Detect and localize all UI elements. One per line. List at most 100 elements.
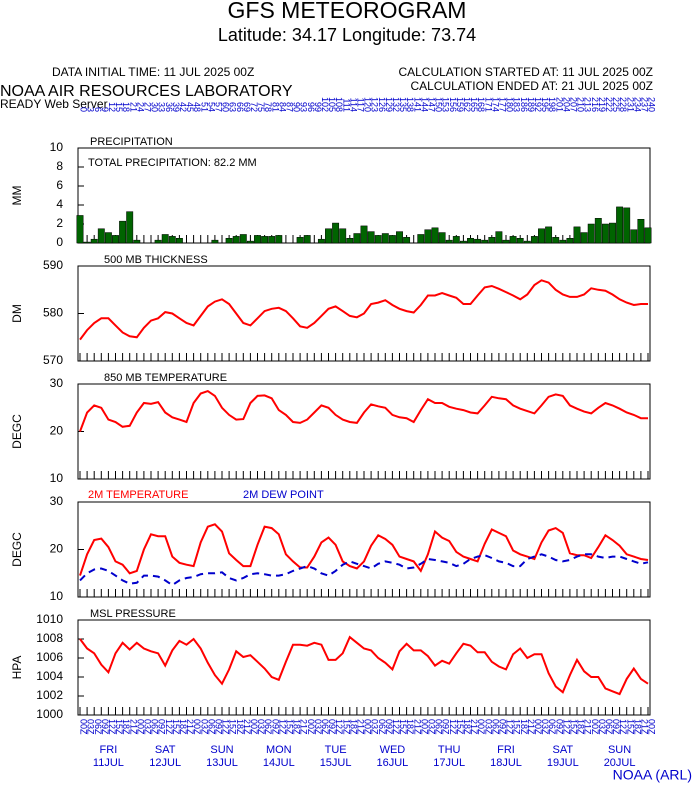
time-label: 12Z <box>334 719 344 735</box>
time-label: 18Z <box>632 719 642 735</box>
hour-label: 222 <box>604 97 614 112</box>
hour-label: 18 <box>121 102 131 112</box>
bar <box>438 232 446 244</box>
time-label: 00Z <box>79 719 89 735</box>
time-label: 15Z <box>285 719 295 735</box>
hour-label: 237 <box>640 97 650 112</box>
bar <box>339 228 347 244</box>
bar <box>459 240 467 244</box>
legend-entry: 2M TEMPERATURE <box>88 489 188 501</box>
y-tick-label: 20 <box>50 424 64 438</box>
time-label: 21Z <box>640 719 650 735</box>
time-label: 12Z <box>618 719 628 735</box>
y-tick-label: 8 <box>56 159 63 173</box>
y-axis-label: DM <box>10 304 24 323</box>
hour-label: 63 <box>228 102 238 112</box>
y-tick-label: 1000 <box>36 707 63 721</box>
hour-label: 189 <box>526 97 536 112</box>
bar <box>552 237 560 244</box>
hour-label: 87 <box>285 102 295 112</box>
hour-label: 216 <box>590 97 600 112</box>
title: GFS METEOROGRAM <box>228 0 467 23</box>
time-label: 06Z <box>377 719 387 735</box>
time-label: 12Z <box>277 719 287 735</box>
ended: CALCULATION ENDED AT: 21 JUL 2025 00Z <box>410 79 653 93</box>
bar <box>246 240 254 244</box>
hour-label: 51 <box>199 102 209 112</box>
hour-label: 180 <box>505 97 515 112</box>
day-date: 17JUL <box>433 757 465 769</box>
time-label: 09Z <box>384 719 394 735</box>
bar <box>424 229 432 244</box>
line <box>79 279 648 341</box>
time-label: 06Z <box>434 719 444 735</box>
time-label: 00Z <box>476 719 486 735</box>
time-label: 18Z <box>121 719 131 735</box>
bar <box>374 235 382 244</box>
time-label: 12Z <box>391 719 401 735</box>
bar <box>126 211 134 244</box>
bar <box>467 238 474 244</box>
time-label: 12Z <box>221 719 231 735</box>
y-axis-label: MM <box>10 186 24 206</box>
bar <box>388 235 396 244</box>
time-label: 00Z <box>419 719 429 735</box>
day-name: FRI <box>497 744 515 756</box>
time-label: 09Z <box>157 719 167 735</box>
bar <box>502 239 510 244</box>
time-label: 06Z <box>547 719 557 735</box>
time-label: 00Z <box>590 719 600 735</box>
y-tick-label: 30 <box>50 376 64 390</box>
time-label: 03Z <box>256 719 266 735</box>
bar <box>559 239 567 244</box>
bar <box>367 231 375 244</box>
bar <box>530 236 538 244</box>
day-date: 20JUL <box>604 757 636 769</box>
hour-label: 234 <box>632 97 642 112</box>
bar <box>580 232 588 244</box>
day-name: THU <box>438 744 461 756</box>
time-label: 18Z <box>235 719 245 735</box>
day-name: MON <box>266 744 292 756</box>
y-tick-label: 10 <box>50 471 64 485</box>
day-date: 19JUL <box>547 757 579 769</box>
y-tick-label: 1004 <box>36 669 63 683</box>
time-label: 21Z <box>469 719 479 735</box>
time-label: 12Z <box>107 719 117 735</box>
bar <box>573 226 581 244</box>
hour-label: 165 <box>469 97 479 112</box>
bar <box>303 235 311 244</box>
hour-label: 72 <box>249 102 259 112</box>
time-label: 15Z <box>455 719 465 735</box>
time-label: 15Z <box>171 719 181 735</box>
time-label: 12Z <box>448 719 458 735</box>
hour-label: 99 <box>313 102 323 112</box>
hour-label: 144 <box>419 97 429 112</box>
hour-label: 96 <box>306 102 316 112</box>
time-label: 03Z <box>86 719 96 735</box>
time-label: 06Z <box>206 719 216 735</box>
bar <box>83 241 91 244</box>
time-label: 03Z <box>199 719 209 735</box>
hour-label: 141 <box>412 97 422 112</box>
hour-label: 171 <box>483 97 493 112</box>
time-label: 21Z <box>583 719 593 735</box>
hour-label: 84 <box>277 102 287 112</box>
hour-label: 57 <box>214 102 224 112</box>
time-label: 03Z <box>313 719 323 735</box>
bar <box>587 223 595 244</box>
bar <box>609 222 616 244</box>
hour-label: 48 <box>192 102 202 112</box>
hour-label: 174 <box>490 97 500 112</box>
subtitle: Latitude: 34.17 Longitude: 73.74 <box>218 25 476 45</box>
hour-label: 60 <box>221 102 231 112</box>
hour-label: 135 <box>398 97 408 112</box>
hour-label: 162 <box>462 97 472 112</box>
time-label: 06Z <box>93 719 103 735</box>
bar <box>396 231 403 244</box>
day-date: 11JUL <box>93 757 124 769</box>
bar <box>317 238 325 244</box>
bar <box>97 228 105 244</box>
initial-time: DATA INITIAL TIME: 11 JUL 2025 00Z <box>52 65 254 79</box>
hour-label: 36 <box>164 102 174 112</box>
